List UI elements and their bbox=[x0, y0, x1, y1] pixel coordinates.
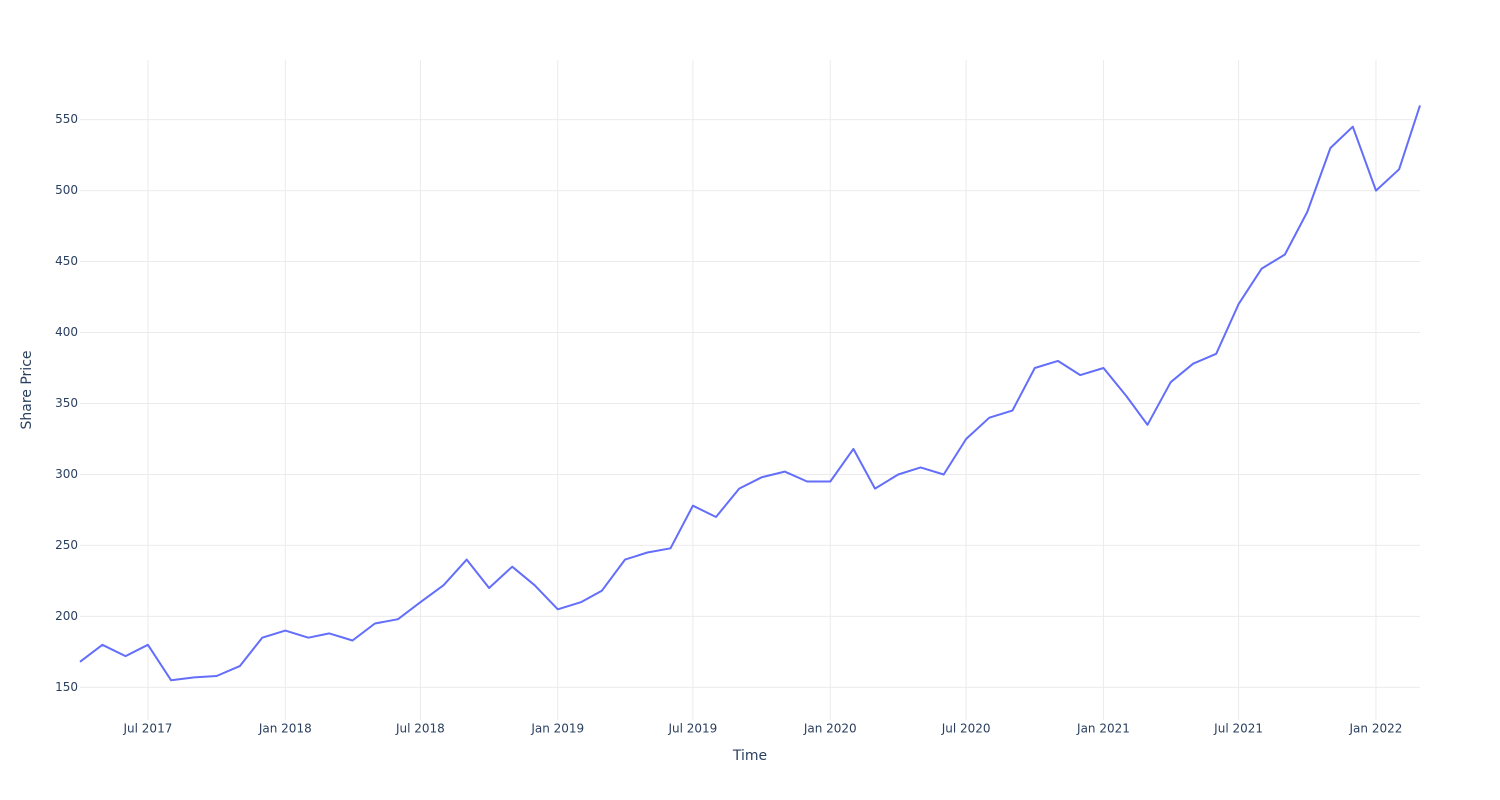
y-tick-label: 350 bbox=[55, 396, 78, 410]
x-tick-label: Jan 2021 bbox=[1076, 722, 1130, 736]
y-tick-label: 200 bbox=[55, 609, 78, 623]
y-tick-label: 450 bbox=[55, 254, 78, 268]
y-tick-label: 250 bbox=[55, 538, 78, 552]
y-axis-title: Share Price bbox=[19, 350, 35, 429]
price-line bbox=[79, 105, 1421, 682]
y-tick-label: 400 bbox=[55, 325, 78, 339]
x-tick-label: Jul 2017 bbox=[123, 722, 173, 736]
x-tick-label: Jul 2021 bbox=[1213, 722, 1263, 736]
y-tick-label: 150 bbox=[55, 680, 78, 694]
x-axis-title: Time bbox=[732, 748, 767, 764]
x-tick-label: Jan 2020 bbox=[803, 722, 857, 736]
y-tick-label: 550 bbox=[55, 112, 78, 126]
x-tick-label: Jan 2018 bbox=[258, 722, 312, 736]
y-tick-label: 300 bbox=[55, 467, 78, 481]
x-tick-label: Jul 2020 bbox=[941, 722, 991, 736]
x-tick-label: Jul 2019 bbox=[667, 722, 717, 736]
x-tick-label: Jul 2018 bbox=[395, 722, 445, 736]
x-tick-label: Jan 2019 bbox=[530, 722, 584, 736]
x-tick-label: Jan 2022 bbox=[1349, 722, 1403, 736]
y-tick-label: 500 bbox=[55, 183, 78, 197]
